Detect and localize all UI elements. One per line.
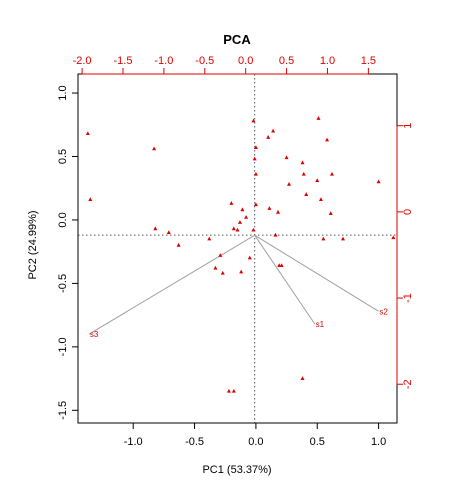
score-point <box>253 202 258 207</box>
x-tick-label: 0.5 <box>310 436 325 448</box>
top-tick-label: 1.0 <box>320 55 335 67</box>
score-point <box>287 182 292 186</box>
score-point <box>88 197 93 202</box>
score-point <box>284 155 289 160</box>
score-point <box>273 232 278 237</box>
y-tick-label: 0.0 <box>57 212 69 227</box>
y-tick-label: -1.0 <box>57 337 69 356</box>
right-tick-label: 1 <box>402 123 414 129</box>
score-point <box>251 227 256 232</box>
score-point <box>267 206 272 210</box>
score-point <box>300 376 305 380</box>
score-point <box>176 242 181 247</box>
x-tick-label: -1.0 <box>124 436 143 448</box>
score-point <box>328 211 333 215</box>
y-axis-label: PC2 (24.99%) <box>27 210 39 279</box>
chart-title: PCA <box>223 32 251 47</box>
y-tick-label: 0.5 <box>57 149 69 164</box>
x-tick-label: 0.0 <box>248 436 263 448</box>
reference-lines <box>78 74 397 423</box>
score-point <box>220 270 225 275</box>
x-tick-label: 1.0 <box>371 436 386 448</box>
score-point <box>231 226 236 231</box>
score-point <box>341 236 346 241</box>
right-tick-label: -1 <box>402 293 414 303</box>
score-point <box>153 226 158 231</box>
score-point <box>301 171 306 176</box>
score-points <box>85 116 396 393</box>
score-point <box>229 201 234 205</box>
score-point <box>235 227 240 232</box>
top-tick-label: -1.5 <box>114 55 133 67</box>
vector-label: s2 <box>379 307 388 316</box>
score-point <box>391 235 396 240</box>
vector-line <box>254 234 316 325</box>
x-tick-label: -0.5 <box>185 436 204 448</box>
score-point <box>253 171 258 176</box>
score-point <box>376 179 381 184</box>
score-point <box>253 145 258 150</box>
score-point <box>166 230 171 235</box>
right-tick-label: 0 <box>402 209 414 215</box>
score-point <box>237 220 242 224</box>
top-tick-label: -1.0 <box>154 55 173 67</box>
score-point <box>316 116 321 120</box>
y-tick-label: 1.0 <box>57 85 69 100</box>
score-point <box>318 197 323 202</box>
vector-line <box>88 234 255 335</box>
score-point <box>85 131 90 136</box>
plot-frame <box>77 73 398 424</box>
score-point <box>304 192 309 196</box>
score-point <box>226 388 231 393</box>
score-point <box>325 137 330 142</box>
top-tick-label: 0.5 <box>279 55 294 67</box>
vector-label: s3 <box>90 330 99 339</box>
score-point <box>251 118 256 123</box>
score-point <box>329 171 334 176</box>
vector-label: s1 <box>316 320 325 329</box>
score-point <box>213 265 218 270</box>
score-point <box>207 236 212 241</box>
score-point <box>315 178 320 183</box>
top-tick-label: -2.0 <box>73 55 92 67</box>
y-tick-label: -0.5 <box>57 274 69 293</box>
score-point <box>239 269 244 274</box>
score-point <box>247 255 252 260</box>
y-tick-label: -1.5 <box>57 401 69 420</box>
score-point <box>240 207 245 212</box>
score-point <box>275 209 280 214</box>
loading-vectors: s1 s2 s3 <box>88 234 388 339</box>
top-tick-label: 0.0 <box>238 55 253 67</box>
axes: -1.0 -0.5 0.0 0.5 1.0 -1.5 -1.0 -0.5 0.0 0.5 1.0 -2… <box>57 55 414 448</box>
top-tick-label: 1.5 <box>361 55 376 67</box>
x-axis-label: PC1 (53.37%) <box>202 464 271 476</box>
top-tick-label: -0.5 <box>195 55 214 67</box>
score-point <box>300 160 305 165</box>
right-tick-label: -2 <box>402 379 414 389</box>
vector-line <box>254 234 379 312</box>
score-point <box>218 253 223 257</box>
score-point <box>321 236 326 241</box>
score-point <box>279 263 284 268</box>
score-point <box>231 388 236 393</box>
score-point <box>266 135 271 139</box>
score-point <box>252 156 257 161</box>
score-point <box>152 146 157 151</box>
score-point <box>271 128 276 133</box>
score-point <box>244 215 249 219</box>
